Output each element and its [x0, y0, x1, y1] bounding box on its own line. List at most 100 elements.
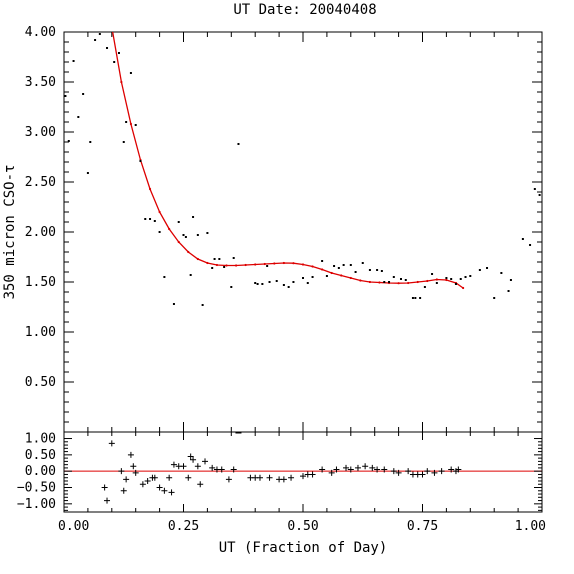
fit-point	[234, 264, 238, 267]
residual-point	[280, 476, 287, 483]
data-point	[411, 297, 414, 299]
residual-point	[139, 481, 146, 488]
fit-point	[273, 262, 276, 265]
data-point	[230, 286, 233, 288]
fit-point	[349, 276, 352, 280]
residual-point	[161, 487, 168, 494]
residual-point	[187, 453, 194, 460]
data-point	[182, 234, 185, 236]
y-tick-label: 3.00	[25, 125, 56, 140]
data-point	[184, 236, 187, 238]
data-point	[256, 283, 259, 285]
fit-point	[311, 265, 314, 268]
data-point	[368, 269, 371, 271]
data-point	[282, 284, 285, 286]
fit-point	[292, 262, 295, 265]
residual-point	[197, 481, 204, 488]
fit-point	[378, 281, 381, 284]
fit-point	[340, 274, 343, 277]
data-point	[261, 283, 264, 285]
data-point	[213, 258, 216, 260]
data-point	[287, 286, 290, 288]
residual-point	[101, 484, 108, 491]
data-point	[89, 141, 92, 143]
residual-panel: −1.00−0.500.000.501.000.00 0.25 0.50 0.75 1.…	[17, 431, 546, 556]
residual-point	[419, 471, 426, 478]
residual-point	[144, 477, 151, 484]
residual-point	[369, 464, 376, 471]
residual-point	[108, 440, 115, 447]
residual-point	[390, 468, 397, 475]
data-point	[342, 264, 345, 266]
fit-point	[254, 263, 257, 266]
residual-point	[156, 484, 163, 491]
residual-y-tick-label: 1.00	[25, 432, 56, 447]
fit-point	[244, 263, 247, 267]
data-point	[431, 273, 434, 275]
residual-point	[104, 497, 111, 504]
residual-point	[395, 469, 402, 476]
residual-point	[455, 466, 462, 473]
fit-point	[359, 279, 362, 282]
residual-panel-tick-labels: −1.00−0.500.000.501.000.00 0.25 0.50 0.75 1.…	[17, 432, 546, 534]
data-point	[454, 283, 457, 285]
data-point	[529, 244, 532, 246]
residual-point	[438, 468, 445, 475]
data-point	[311, 276, 314, 278]
data-point	[275, 280, 278, 282]
data-point	[392, 276, 395, 278]
residual-y-tick-label: 0.00	[25, 464, 56, 479]
residual-point	[424, 468, 431, 475]
residual-point	[225, 476, 232, 483]
x-tick-label: 0.25	[168, 519, 199, 534]
data-point	[325, 275, 328, 277]
residual-panel-ticks	[63, 432, 543, 512]
x-axis-label: UT (Fraction of Day)	[219, 540, 388, 556]
residual-point	[256, 474, 263, 481]
data-point	[266, 265, 269, 267]
y-tick-label: 1.00	[25, 325, 56, 340]
y-tick-label: 0.50	[25, 375, 56, 390]
top-panel: 0.50 1.00 1.50 2.00 2.50 3.00 3.50 4.00 350 mic…	[2, 25, 543, 433]
residual-point	[300, 473, 306, 480]
residual-panel-points	[101, 432, 462, 504]
data-point	[125, 121, 128, 123]
data-point	[302, 277, 304, 279]
data-point	[423, 286, 426, 288]
residual-point	[168, 489, 175, 496]
fit-point	[445, 278, 448, 282]
fit-point	[397, 282, 400, 285]
fit-point	[282, 261, 285, 265]
y-tick-label: 2.00	[25, 225, 56, 240]
residual-point	[347, 466, 354, 473]
data-point	[478, 269, 481, 271]
data-point	[450, 278, 453, 280]
data-point	[376, 269, 379, 271]
top-panel-frame	[63, 31, 543, 433]
data-point	[64, 95, 67, 97]
residual-point	[230, 466, 237, 473]
residual-point	[218, 466, 225, 473]
data-point	[206, 232, 209, 234]
y-tick-label: 3.50	[25, 75, 56, 90]
data-point	[435, 282, 438, 284]
data-point	[254, 282, 257, 284]
data-point	[486, 267, 489, 269]
residual-point	[127, 451, 134, 458]
data-point	[292, 281, 295, 283]
data-point	[333, 265, 336, 267]
residual-point	[166, 474, 173, 481]
residual-point	[374, 466, 381, 473]
data-point	[388, 281, 391, 283]
chart-title-text: UT Date: 20040408	[233, 2, 376, 18]
data-point	[211, 267, 214, 269]
data-point	[414, 297, 417, 299]
fit-point	[168, 227, 171, 231]
data-point	[98, 33, 101, 35]
data-point	[533, 188, 536, 190]
data-point	[189, 274, 192, 276]
residual-point	[448, 466, 455, 473]
residual-point	[405, 468, 412, 475]
data-point	[383, 281, 386, 283]
data-point	[106, 47, 109, 49]
